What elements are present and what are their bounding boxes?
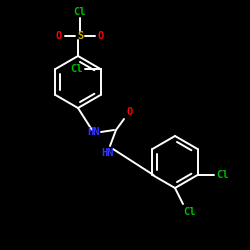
Text: Cl: Cl (70, 64, 83, 74)
Text: O: O (56, 31, 62, 41)
Text: O: O (127, 107, 133, 117)
Text: Cl: Cl (216, 170, 229, 180)
Text: HN: HN (101, 148, 113, 158)
Text: HN: HN (88, 127, 100, 137)
Text: O: O (98, 31, 104, 41)
Text: Cl: Cl (184, 207, 196, 217)
Text: Cl: Cl (74, 7, 86, 17)
Text: S: S (77, 31, 83, 41)
